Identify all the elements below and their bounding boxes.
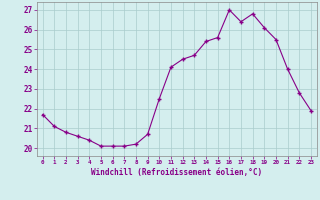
X-axis label: Windchill (Refroidissement éolien,°C): Windchill (Refroidissement éolien,°C) [91, 168, 262, 177]
